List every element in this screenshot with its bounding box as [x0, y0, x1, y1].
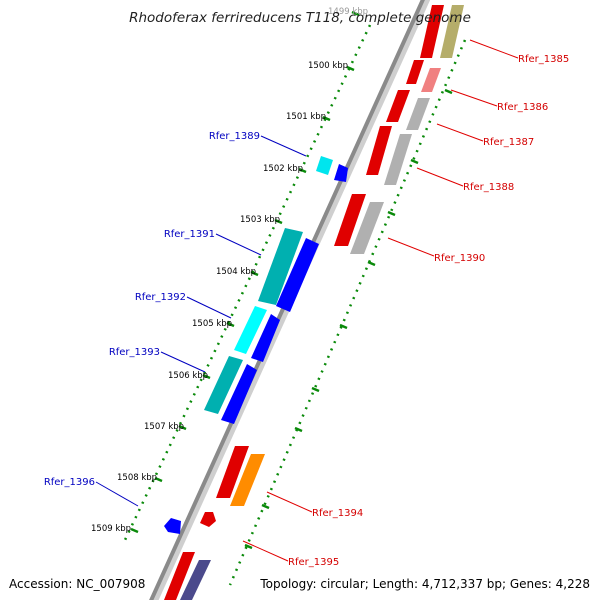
tick-marks: [130, 10, 453, 550]
gene-label-Rfer_1389[interactable]: Rfer_1389: [209, 131, 260, 142]
kbp-label: 1503 kbp: [240, 215, 280, 225]
gene-label-Rfer_1394[interactable]: Rfer_1394: [312, 508, 363, 519]
gene-Rfer_1394[interactable]: [216, 446, 265, 506]
gene-Rfer_1395[interactable]: [164, 512, 216, 600]
gene-label-Rfer_1385[interactable]: Rfer_1385: [518, 54, 569, 65]
gene-label-Rfer_1388[interactable]: Rfer_1388: [463, 182, 514, 193]
gene-label-Rfer_1393[interactable]: Rfer_1393: [109, 347, 160, 358]
kbp-label: 1507 kbp: [144, 422, 184, 432]
gene-label-Rfer_1386[interactable]: Rfer_1386: [497, 102, 548, 113]
scale-track-right: [228, 39, 467, 586]
gene-Rfer_1392[interactable]: [234, 306, 280, 362]
leader-lines-forward: [242, 39, 519, 562]
gene-label-Rfer_1392[interactable]: Rfer_1392: [135, 292, 186, 303]
kbp-label: 1509 kbp: [91, 524, 131, 534]
kbp-label: 1502 kbp: [263, 164, 303, 174]
gene-label-Rfer_1396[interactable]: Rfer_1396: [44, 477, 95, 488]
gene-Rfer_1385[interactable]: [420, 5, 464, 58]
kbp-label: 1499 kbp: [328, 7, 368, 17]
gene-Rfer_1393[interactable]: [204, 356, 257, 424]
kbp-label: 1504 kbp: [216, 267, 256, 277]
topology-label: Topology: circular; Length: 4,712,337 bp…: [259, 577, 590, 591]
gene-Rfer_1387[interactable]: [386, 90, 430, 130]
gene-label-Rfer_1390[interactable]: Rfer_1390: [434, 253, 485, 264]
gene-label-Rfer_1395[interactable]: Rfer_1395: [288, 557, 339, 568]
gene-label-Rfer_1391[interactable]: Rfer_1391: [164, 229, 215, 240]
leader-lines-reverse: [95, 135, 307, 507]
gene-Rfer_1396[interactable]: [164, 518, 181, 534]
gene-Rfer_1389[interactable]: [316, 156, 348, 182]
gene-label-Rfer_1387[interactable]: Rfer_1387: [483, 137, 534, 148]
gene-Rfer_1386[interactable]: [406, 60, 441, 92]
gene-Rfer_1390[interactable]: [334, 194, 384, 254]
map-title: Rhodoferax ferrireducens T118, complete …: [129, 10, 471, 26]
accession-label: Accession: NC_007908: [9, 577, 145, 591]
kbp-label: 1501 kbp: [286, 112, 326, 122]
kbp-label: 1505 kbp: [192, 319, 232, 329]
kbp-label: 1500 kbp: [308, 61, 348, 71]
gene-Rfer_1391[interactable]: [258, 228, 319, 312]
kbp-label: 1508 kbp: [117, 473, 157, 483]
gene-Rfer_1388[interactable]: [366, 126, 412, 185]
kbp-label: 1506 kbp: [168, 371, 208, 381]
